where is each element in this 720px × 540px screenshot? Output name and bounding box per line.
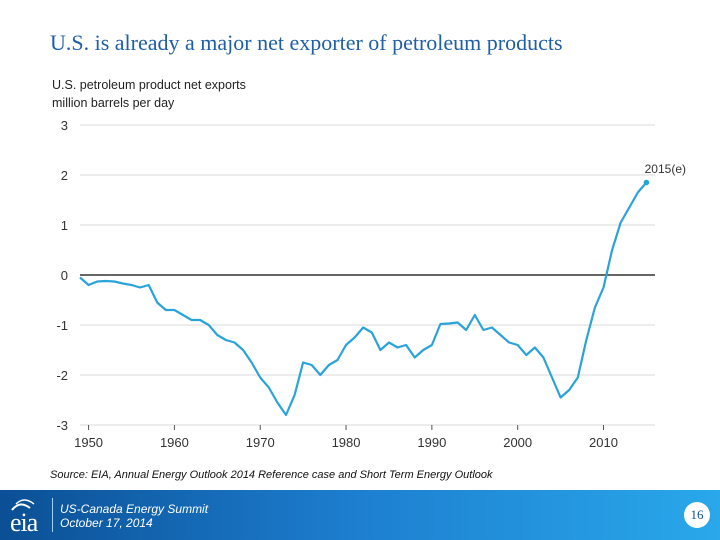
x-tick-label: 1970: [246, 435, 275, 450]
y-tick-label: -1: [56, 318, 68, 333]
x-tick-label: 1960: [160, 435, 189, 450]
logo-mark-icon: [11, 499, 35, 511]
y-tick-label: 2: [61, 168, 68, 183]
x-tick-label: 2000: [503, 435, 532, 450]
eia-logo: eia: [6, 496, 54, 537]
footer-event: US-Canada Energy Summit: [60, 502, 209, 516]
series-line-net-exports: [79, 181, 648, 417]
y-tick-label: 0: [61, 268, 68, 283]
y-axis-ticks: 3 2 1 0 -1 -2 -3: [56, 118, 68, 433]
x-tick-label: 2010: [589, 435, 618, 450]
chart-subtitle: million barrels per day: [52, 96, 175, 110]
page-number: 16: [684, 502, 710, 528]
y-tick-label: -3: [56, 418, 68, 433]
chart-title: U.S. petroleum product net exports: [52, 78, 246, 92]
footer-date: October 17, 2014: [60, 516, 153, 530]
footer-bar: eia US-Canada Energy Summit October 17, …: [0, 490, 720, 540]
endpoint-marker: [643, 179, 650, 186]
x-tick-label: 1980: [332, 435, 361, 450]
gridlines: [80, 124, 655, 426]
y-tick-label: 1: [61, 218, 68, 233]
x-tick-label: 1990: [417, 435, 446, 450]
x-axis-ticks: 1950 1960 1970 1980 1990 2000 2010: [74, 425, 618, 450]
annotation-2015e: 2015(e): [645, 162, 686, 176]
source-note: Source: EIA, Annual Energy Outlook 2014 …: [50, 469, 493, 481]
series-layer: 2015(e): [79, 162, 686, 417]
x-tick-label: 1950: [74, 435, 103, 450]
y-tick-label: 3: [61, 118, 68, 133]
logo-text: eia: [10, 508, 38, 537]
logo-divider: [52, 498, 53, 532]
slide-title: U.S. is already a major net exporter of …: [50, 30, 563, 55]
y-tick-label: -2: [56, 368, 68, 383]
